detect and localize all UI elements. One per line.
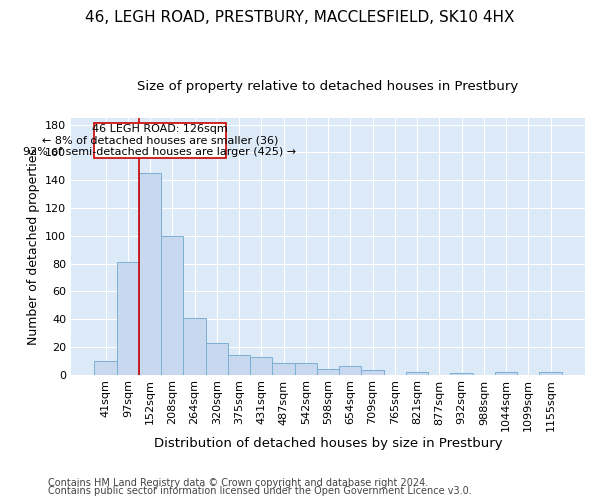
Bar [406, 372, 428, 374]
Y-axis label: Number of detached properties: Number of detached properties [26, 148, 40, 344]
Bar [339, 366, 361, 374]
X-axis label: Distribution of detached houses by size in Prestbury: Distribution of detached houses by size … [154, 437, 502, 450]
Bar [272, 364, 295, 374]
Bar [495, 372, 517, 374]
Bar [361, 370, 383, 374]
Bar [206, 342, 228, 374]
Text: Contains public sector information licensed under the Open Government Licence v3: Contains public sector information licen… [48, 486, 472, 496]
Text: Contains HM Land Registry data © Crown copyright and database right 2024.: Contains HM Land Registry data © Crown c… [48, 478, 428, 488]
Title: Size of property relative to detached houses in Prestbury: Size of property relative to detached ho… [137, 80, 518, 93]
Bar [317, 369, 339, 374]
Text: 46, LEGH ROAD, PRESTBURY, MACCLESFIELD, SK10 4HX: 46, LEGH ROAD, PRESTBURY, MACCLESFIELD, … [85, 10, 515, 25]
Bar [139, 174, 161, 374]
Bar [116, 262, 139, 374]
Bar [451, 373, 473, 374]
FancyBboxPatch shape [94, 124, 226, 158]
Bar [228, 355, 250, 374]
Bar [539, 372, 562, 374]
Bar [161, 236, 184, 374]
Text: 46 LEGH ROAD: 126sqm
← 8% of detached houses are smaller (36)
92% of semi-detach: 46 LEGH ROAD: 126sqm ← 8% of detached ho… [23, 124, 296, 158]
Bar [295, 364, 317, 374]
Bar [94, 360, 116, 374]
Bar [184, 318, 206, 374]
Bar [250, 356, 272, 374]
